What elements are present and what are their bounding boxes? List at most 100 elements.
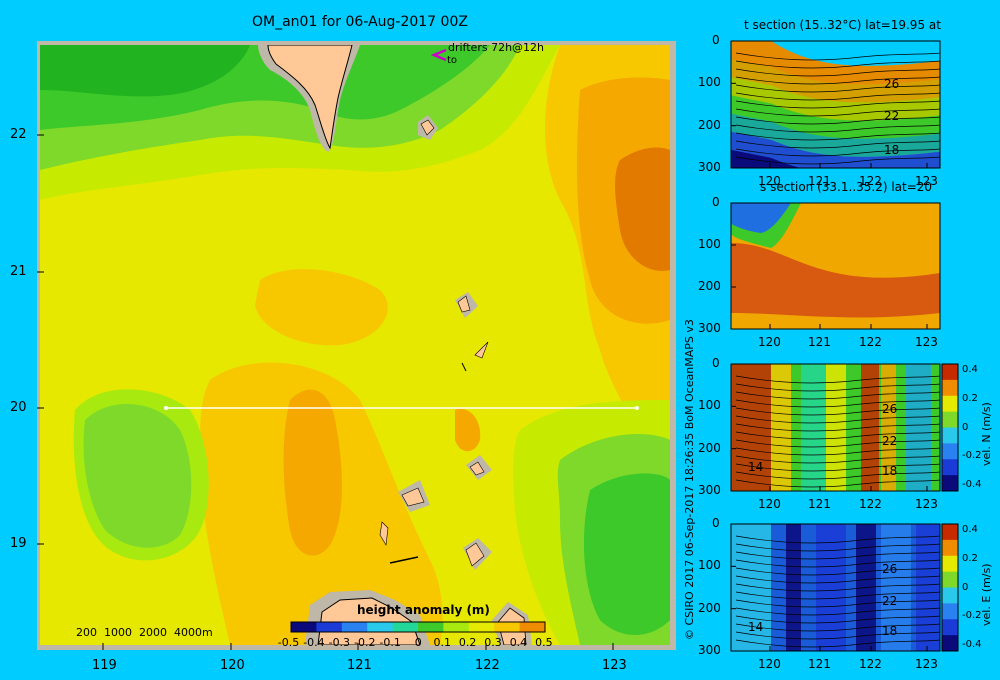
- contour-line: [735, 407, 940, 416]
- velocity-colorbar-segment: [942, 619, 958, 636]
- velocity-stripe: [801, 364, 826, 491]
- anomaly-contour-east-eddy-core: [615, 147, 670, 271]
- panel-xtick: 120: [758, 174, 781, 188]
- panel-xtick: 121: [808, 497, 831, 511]
- velocity-colorbar-segment: [942, 427, 958, 444]
- colorbar-segment: [468, 622, 495, 632]
- panel-xtick: 122: [859, 174, 882, 188]
- map-xtick: 122: [475, 658, 500, 673]
- colorbar-segment: [392, 622, 419, 632]
- velocity-colorbar-tick: 0: [962, 421, 969, 433]
- colorbar-tick-label: -0.2: [354, 636, 376, 649]
- velocity-stripe: [786, 524, 801, 651]
- contour-line: [735, 599, 940, 608]
- colorbar-segment: [494, 622, 521, 632]
- contour-line: [735, 156, 940, 165]
- colorbar-segment: [367, 622, 394, 632]
- contour-label: 18: [884, 143, 900, 157]
- colorbar-tick-label: 0.5: [535, 636, 553, 649]
- map-ytick: 21: [10, 264, 27, 279]
- panel-ytick: 0: [712, 516, 720, 530]
- contour-label: 22: [884, 109, 900, 123]
- velocity-colorbar-segment: [942, 364, 958, 381]
- colorbar-segment: [519, 622, 546, 632]
- map-xtick: 123: [602, 658, 627, 673]
- contour-line: [735, 471, 940, 480]
- salinity-high: [731, 243, 940, 318]
- contour-line: [735, 591, 940, 600]
- drifters-to-label: to: [447, 55, 458, 66]
- panel-frame: [730, 40, 941, 169]
- colorbar-tick-label: 0.2: [458, 636, 477, 649]
- contour-label: 26: [884, 77, 900, 91]
- island: [420, 119, 435, 136]
- contour-label: 22: [882, 594, 898, 608]
- colorbar-segment: [341, 622, 368, 632]
- panel-xtick: 123: [915, 174, 938, 188]
- contour-line: [735, 100, 940, 109]
- contour-line: [735, 543, 940, 552]
- island: [379, 521, 389, 546]
- map-ytick: 19: [10, 536, 27, 551]
- island: [461, 362, 467, 372]
- map-ytick: 22: [10, 127, 27, 142]
- velocity-colorbar-outline: [941, 523, 959, 652]
- velocity-colorbar-tick: 0.2: [962, 552, 978, 564]
- taiwan-land: [267, 45, 353, 150]
- contour-line: [735, 583, 940, 592]
- velocity-colorbar-segment: [942, 587, 958, 604]
- velocity-colorbar-segment: [942, 603, 958, 620]
- panel-xtick: 121: [808, 174, 831, 188]
- contour-line: [735, 383, 940, 392]
- panel-ytick: 0: [712, 33, 720, 47]
- panel-ytick: 100: [698, 558, 721, 573]
- panel-xtick: 122: [859, 335, 882, 349]
- velocity-colorbar-segment: [942, 524, 958, 541]
- panel-xtick: 120: [758, 657, 781, 671]
- contour-line: [735, 399, 940, 408]
- panel-xtick: 123: [915, 497, 938, 511]
- velocity-stripe: [826, 364, 846, 491]
- panel-ytick: 300: [698, 483, 721, 497]
- panel-ytick: 200: [698, 600, 721, 615]
- contour-line: [735, 439, 940, 448]
- contour-line: [735, 124, 940, 133]
- contour-line: [735, 479, 940, 488]
- anomaly-contour-north-darkgreen: [40, 45, 250, 97]
- velocity-colorbar-tick: 0.2: [962, 392, 978, 404]
- velocity-colorbar-tick: -0.4: [962, 479, 982, 490]
- contour-line: [735, 615, 940, 624]
- section-line-start: [164, 406, 168, 410]
- contour-line: [735, 92, 940, 101]
- velocity-colorbar-segment: [942, 411, 958, 428]
- velocity-colorbar-tick: -0.2: [962, 610, 982, 622]
- contour-line: [735, 108, 940, 117]
- colorbar-tick-label: 0: [414, 636, 422, 649]
- drifter-arrow-icon: [430, 48, 447, 62]
- colorbar-segment: [291, 622, 317, 632]
- colorbar-tick-label: 0.4: [509, 636, 528, 649]
- panel-ytick: 200: [698, 279, 721, 293]
- contour-line: [735, 559, 940, 568]
- panel-xtick: 123: [915, 657, 938, 671]
- velocity-colorbar-segment: [942, 571, 958, 588]
- contour-line: [735, 60, 940, 69]
- velocity-colorbar-tick: 0: [962, 581, 969, 593]
- contour-line: [735, 415, 940, 424]
- contour-label: 14: [748, 620, 764, 634]
- panel-ytick: 300: [698, 160, 721, 174]
- contour-line: [735, 431, 940, 440]
- contour-line: [735, 551, 940, 560]
- velocity-colorbar-outline: [941, 363, 959, 492]
- panel-xtick: 120: [758, 335, 781, 349]
- panel-ytick: 300: [698, 643, 721, 657]
- contour-line: [735, 375, 940, 384]
- island: [401, 487, 425, 507]
- colorbar-tick-label: 0.1: [433, 636, 452, 649]
- velocity-stripe: [916, 524, 940, 651]
